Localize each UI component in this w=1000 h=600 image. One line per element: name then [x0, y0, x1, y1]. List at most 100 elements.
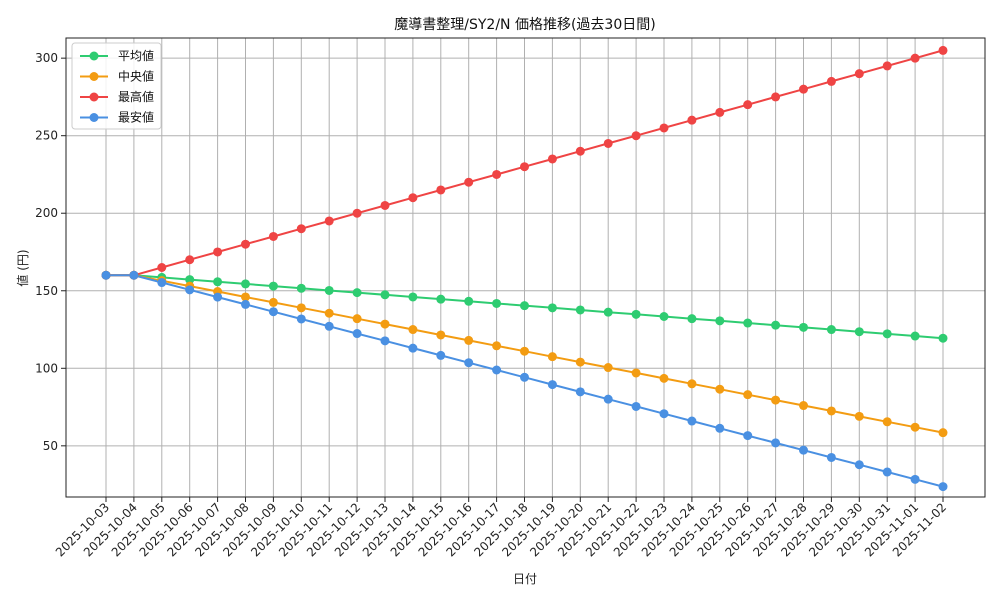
data-point: [380, 319, 390, 329]
data-point: [938, 482, 948, 492]
data-point: [854, 460, 864, 470]
chart-title: 魔導書整理/SY2/N 価格推移(過去30日間): [394, 17, 655, 33]
y-tick-label: 250: [35, 129, 58, 143]
data-point: [520, 372, 529, 382]
data-point: [520, 162, 529, 172]
data-point: [436, 294, 446, 304]
data-point: [408, 193, 418, 203]
data-point: [882, 417, 892, 427]
data-point: [296, 224, 306, 234]
data-point: [603, 138, 613, 148]
data-point: [352, 314, 362, 324]
data-point: [854, 411, 864, 421]
y-tick-label: 50: [43, 439, 58, 453]
legend-label: 中央値: [118, 69, 154, 84]
data-point: [352, 208, 362, 218]
data-point: [185, 255, 195, 265]
data-point: [687, 416, 697, 426]
data-point: [241, 279, 250, 289]
data-point: [799, 322, 808, 332]
data-point: [938, 45, 948, 55]
data-point: [659, 312, 669, 322]
data-point: [882, 329, 892, 339]
data-point: [380, 336, 390, 346]
data-point: [464, 177, 474, 187]
data-point: [492, 365, 502, 375]
y-tick-label: 200: [35, 206, 58, 220]
y-axis-label: 値 (円): [15, 249, 30, 286]
data-point: [715, 384, 725, 394]
data-point: [213, 292, 223, 302]
data-point: [826, 452, 836, 462]
data-point: [743, 318, 753, 328]
data-point: [268, 281, 278, 291]
data-point: [408, 343, 418, 353]
data-point: [687, 379, 697, 389]
data-point: [213, 247, 223, 257]
data-point: [520, 346, 529, 356]
legend-label: 最安値: [118, 110, 154, 125]
data-point: [631, 309, 641, 319]
data-point: [492, 341, 502, 351]
data-point: [324, 285, 334, 295]
data-point: [101, 270, 111, 280]
data-point: [687, 314, 697, 324]
data-point: [464, 358, 474, 368]
data-point: [296, 283, 306, 293]
data-point: [268, 307, 278, 317]
data-point: [296, 314, 306, 324]
x-axis-label: 日付: [513, 572, 537, 586]
data-point: [241, 239, 250, 249]
data-point: [715, 316, 725, 326]
data-point: [352, 288, 362, 298]
data-point: [575, 387, 585, 397]
data-point: [129, 270, 139, 280]
data-point: [826, 76, 836, 86]
data-point: [659, 409, 669, 419]
data-point: [938, 333, 948, 343]
data-point: [799, 401, 808, 411]
data-point: [185, 285, 195, 295]
data-point: [575, 305, 585, 315]
y-axis-ticks: 50 100 150 200 250 300: [35, 51, 66, 453]
data-point: [436, 330, 446, 340]
legend-label: 最高値: [118, 89, 154, 104]
data-point: [547, 303, 557, 313]
legend-label: 平均値: [118, 48, 154, 63]
data-point: [743, 390, 753, 400]
data-point: [157, 263, 167, 272]
data-point: [408, 292, 418, 302]
data-point: [241, 292, 250, 302]
data-point: [268, 231, 278, 241]
data-point: [882, 467, 892, 477]
data-point: [436, 350, 446, 360]
data-point: [882, 61, 892, 71]
data-point: [743, 100, 753, 110]
data-point: [910, 331, 920, 341]
data-point: [380, 290, 390, 300]
legend-marker: [89, 113, 99, 122]
data-point: [547, 380, 557, 390]
data-point: [492, 169, 502, 179]
grid-lines: [66, 38, 985, 497]
data-point: [826, 406, 836, 416]
data-point: [687, 115, 697, 125]
data-point: [324, 216, 334, 226]
data-point: [324, 308, 334, 318]
series-points: [101, 45, 948, 492]
data-point: [659, 373, 669, 383]
data-point: [296, 303, 306, 313]
data-point: [520, 301, 529, 311]
data-point: [631, 131, 641, 141]
data-point: [631, 401, 641, 411]
data-point: [352, 329, 362, 339]
data-point: [910, 422, 920, 432]
data-point: [464, 335, 474, 345]
data-point: [771, 395, 781, 405]
data-point: [715, 107, 725, 117]
data-point: [241, 299, 250, 309]
data-point: [771, 320, 781, 330]
data-point: [854, 327, 864, 337]
